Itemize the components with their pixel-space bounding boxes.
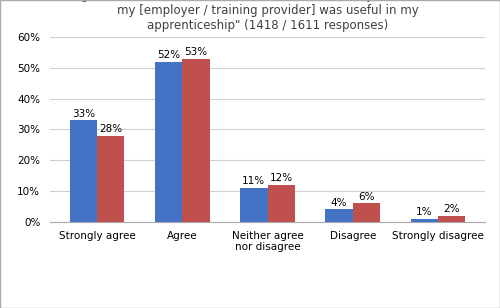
Text: 33%: 33%	[72, 109, 95, 119]
Bar	[182, 59, 210, 222]
Text: 12%: 12%	[270, 173, 292, 183]
Bar	[438, 216, 465, 222]
Bar	[326, 209, 352, 222]
Text: 11%: 11%	[242, 176, 266, 186]
Bar	[268, 185, 295, 222]
Text: 52%: 52%	[157, 50, 180, 60]
Text: 6%: 6%	[358, 192, 374, 202]
Text: 28%: 28%	[99, 124, 122, 134]
Text: 4%: 4%	[331, 198, 347, 208]
Title: Agreement with: "The information I received in my induction with
my [employer / : Agreement with: "The information I recei…	[74, 0, 462, 32]
Bar	[97, 136, 124, 222]
Text: 2%: 2%	[444, 204, 460, 214]
Bar	[352, 203, 380, 222]
Bar	[240, 188, 268, 222]
Bar	[70, 120, 97, 222]
Text: 1%: 1%	[416, 207, 432, 217]
Bar	[410, 219, 438, 222]
Bar	[155, 62, 182, 222]
Text: 53%: 53%	[184, 47, 208, 57]
